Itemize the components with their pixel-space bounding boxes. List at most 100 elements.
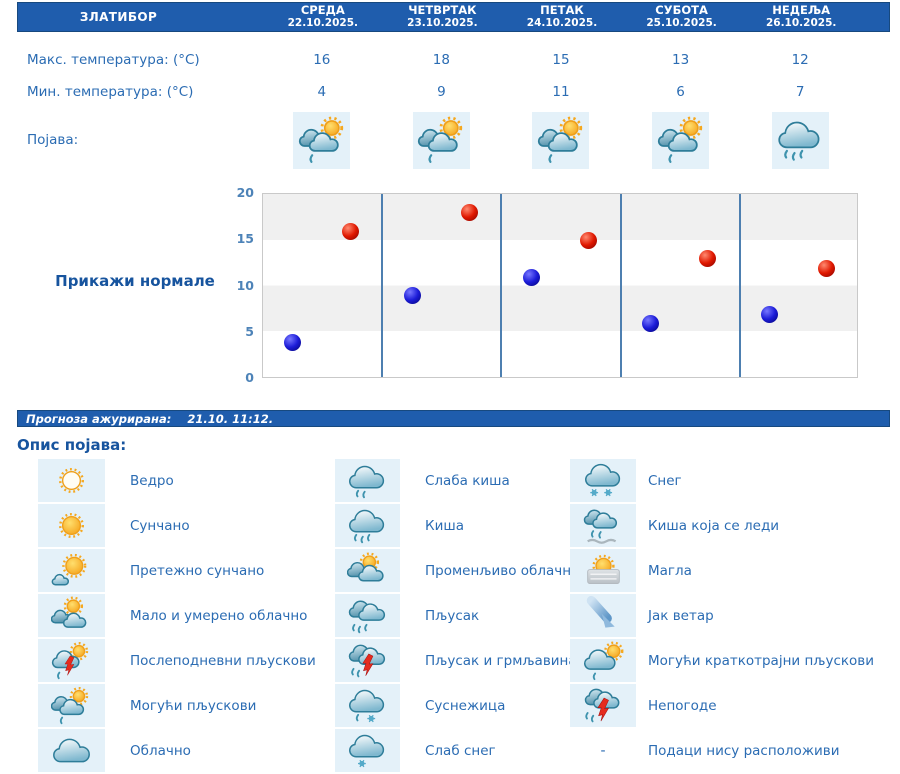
max-temp-value: 16	[313, 52, 331, 68]
phenomena-icon-tile	[412, 111, 470, 169]
legend-icon-tile	[570, 549, 636, 592]
legend-item-label: Пљусак	[425, 607, 480, 624]
min-temp-value: 9	[437, 84, 446, 100]
legend-item-label: Снег	[648, 472, 682, 489]
legend-icon-tile	[335, 594, 400, 637]
day-separator-line	[500, 194, 503, 377]
min-temp-value: 7	[795, 84, 805, 100]
day-name: ПЕТАК	[540, 3, 584, 17]
forecast-table-header: ЗЛАТИБОР СРЕДА 22.10.2025. ЧЕТВРТАК 23.10…	[17, 2, 890, 32]
show-normals-button[interactable]: Прикажи нормале	[55, 272, 215, 290]
legend-item-label: Претежно сунчано	[130, 562, 265, 579]
heavy-showers-icon	[348, 600, 386, 634]
y-axis-tick-label: 10	[236, 277, 254, 293]
legend-icon-tile	[570, 639, 636, 682]
min-temp-point	[284, 333, 302, 351]
legend-icon-tile	[335, 549, 400, 592]
possible-showers-icon	[51, 686, 89, 725]
max-temp-value: 13	[671, 52, 690, 68]
rain-icon	[778, 121, 820, 161]
max-temp-point	[341, 222, 359, 240]
phenomena-legend: Ведро Слаба киша Снег Сунчано Киша Киша која …	[38, 458, 900, 773]
legend-icon-tile	[335, 729, 400, 772]
legend-item-label: Могући краткотрајни пљускови	[648, 652, 875, 669]
sleet-icon	[349, 689, 385, 723]
day-date: 24.10.2025.	[526, 17, 598, 29]
min-temp-value: 11	[552, 84, 570, 100]
legend-item-label: Променљиво облачно	[425, 562, 580, 579]
phenomena-icon-tile	[532, 111, 590, 169]
day-date: 26.10.2025.	[765, 17, 837, 29]
day-name: СРЕДА	[300, 3, 345, 17]
min-temp-point	[522, 268, 540, 286]
phenomena-row: Појава:	[17, 110, 900, 170]
possible-brief-showers-icon	[583, 641, 623, 681]
forecast-updated-bar: Прогноза ажурирана: 21.10. 11:12.	[17, 410, 890, 427]
min-temp-row: Мин. температура: (°C) 4 9 11 6 7	[17, 76, 900, 108]
no-data-symbol: -	[600, 742, 606, 759]
sunny-icon	[59, 513, 84, 538]
partly-cloudy-icon	[51, 596, 87, 628]
partly-cloudy-showers-icon	[537, 116, 583, 163]
phenomena-icon-tile	[771, 111, 829, 169]
day-separator-line	[619, 194, 622, 377]
legend-icon-tile	[570, 684, 636, 727]
variable-clouds-icon	[347, 552, 384, 582]
clear-icon	[59, 468, 84, 493]
max-temp-value: 18	[432, 52, 450, 68]
legend-icon-tile	[570, 459, 636, 502]
legend-icon-tile	[335, 639, 400, 682]
max-temp-point	[818, 259, 836, 277]
legend-icon-tile	[38, 684, 105, 727]
max-temp-value: 12	[791, 52, 809, 68]
min-temp-value: 6	[676, 84, 685, 100]
day-date: 22.10.2025.	[287, 17, 358, 29]
light-rain-icon	[349, 465, 385, 499]
day-header-5: НЕДЕЉА 26.10.2025.	[741, 3, 861, 31]
y-axis-tick-label: 5	[245, 323, 254, 339]
partly-cloudy-showers-icon	[657, 116, 702, 163]
legend-icon-tile	[38, 504, 105, 547]
partly-cloudy-showers-icon	[418, 116, 463, 163]
forecast-updated-time: 21.10. 11:12.	[187, 411, 274, 426]
legend-item-label: Киша која се леди	[648, 517, 780, 534]
phenomena-icon-tile	[293, 111, 351, 169]
legend-item-label: Слаб снег	[425, 742, 496, 759]
legend-item-label: Киша	[425, 517, 464, 534]
legend-icon-tile	[570, 594, 636, 637]
mostly-sunny-icon	[51, 553, 87, 586]
legend-item-label: Јак ветар	[648, 607, 714, 624]
day-date: 25.10.2025.	[646, 17, 717, 29]
freezing-rain-icon	[583, 509, 617, 544]
day-name: СУБОТА	[655, 3, 708, 17]
min-temp-point	[761, 305, 779, 323]
legend-title: Опис појава:	[17, 436, 127, 454]
day-header-4: СУБОТА 25.10.2025.	[622, 3, 742, 31]
legend-item-label: Суснежица	[425, 697, 506, 714]
max-temp-label: Макс. температура: (°C)	[27, 52, 200, 68]
temperature-chart-section: Прикажи нормале 20 15 10 5 0	[17, 185, 900, 393]
y-axis-tick-label: 15	[236, 231, 254, 247]
max-temp-point	[579, 231, 597, 249]
legend-icon-tile	[38, 639, 105, 682]
legend-item-label: Ведро	[130, 472, 174, 489]
y-axis-tick-label: 20	[236, 185, 254, 200]
max-temp-row: Макс. температура: (°C) 16 18 15 13 12	[17, 44, 900, 76]
day-header-3: ПЕТАК 24.10.2025.	[502, 3, 622, 31]
day-separator-line	[738, 194, 741, 377]
day-name: НЕДЕЉА	[772, 3, 831, 17]
day-separator-line	[381, 194, 384, 377]
legend-item-label: Магла	[648, 562, 692, 579]
fog-icon	[586, 554, 620, 585]
phenomena-icon-tile	[652, 111, 710, 169]
phenomena-label: Појава:	[27, 132, 79, 148]
light-snow-icon	[349, 734, 385, 768]
legend-icon-tile	[38, 459, 105, 502]
strong-wind-icon	[586, 595, 615, 628]
temperature-scatter-plot	[262, 193, 858, 378]
legend-icon-tile	[38, 729, 105, 772]
legend-icon-tile	[335, 684, 400, 727]
day-name: ЧЕТВРТАК	[408, 3, 477, 17]
min-temp-label: Мин. температура: (°C)	[27, 84, 194, 100]
